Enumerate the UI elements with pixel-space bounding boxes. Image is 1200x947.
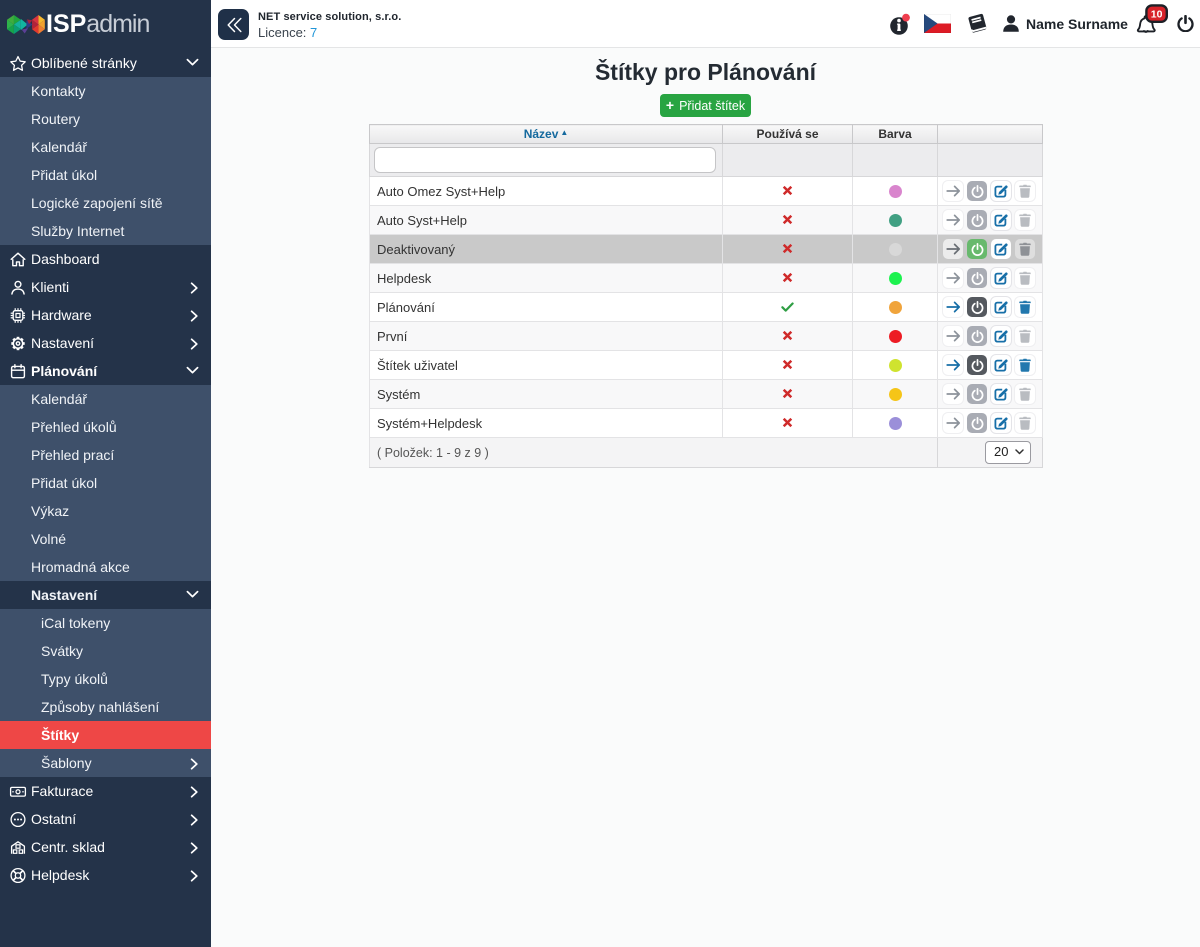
svg-text:10: 10 (1151, 9, 1163, 21)
